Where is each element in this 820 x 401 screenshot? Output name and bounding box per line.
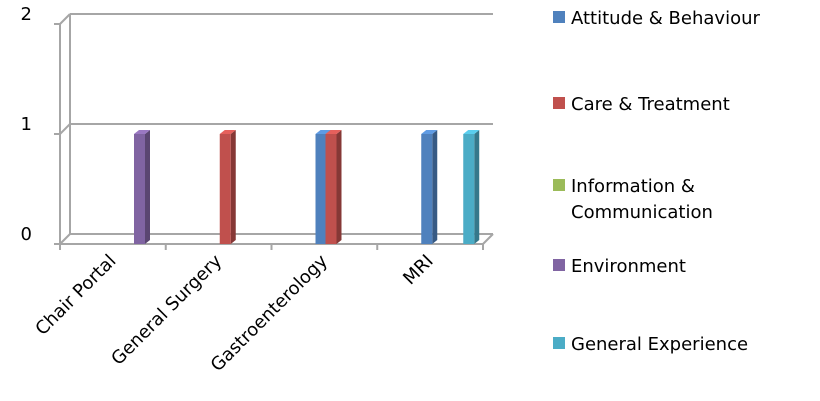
bar-front — [219, 134, 231, 244]
bar — [134, 130, 150, 244]
bar-side — [336, 130, 342, 244]
legend-swatch — [553, 179, 565, 191]
bar — [219, 130, 236, 244]
bar-side — [474, 130, 480, 244]
bar-side — [432, 130, 438, 244]
x-tick-label: General Surgery — [107, 250, 226, 369]
bar-top — [325, 130, 342, 134]
gridline-depth — [59, 233, 71, 245]
y-tick-label: 0 — [21, 224, 32, 245]
bar-side — [145, 130, 150, 244]
gridline-depth — [59, 123, 71, 135]
legend-item: General Experience — [553, 332, 748, 358]
legend-item: Attitude & Behaviour — [553, 6, 760, 32]
x-tick-label: Chair Portal — [31, 251, 120, 340]
gridline-depth — [59, 13, 71, 25]
bar-front — [315, 134, 327, 244]
bar-front — [134, 134, 145, 244]
bar-top — [463, 130, 480, 134]
legend-label: Care & Treatment — [571, 94, 730, 115]
legend-item: Environment — [553, 254, 686, 280]
bar-front — [421, 134, 433, 244]
legend-item: Care & Treatment — [553, 92, 730, 118]
floor-edge — [482, 233, 494, 245]
legend-label: Environment — [571, 256, 686, 277]
bar-front — [325, 134, 337, 244]
bar — [325, 130, 342, 244]
bar-side — [230, 130, 236, 244]
y-tick-label: 1 — [21, 114, 32, 135]
x-tick-label: Gastroenterology — [207, 250, 333, 376]
bar — [421, 130, 438, 244]
legend-swatch — [553, 97, 565, 109]
legend-label: Information & Communication — [571, 176, 713, 223]
bar-top — [134, 130, 150, 134]
x-tick-label: MRI — [399, 251, 437, 289]
legend-swatch — [553, 259, 565, 271]
legend-label: Attitude & Behaviour — [571, 8, 760, 29]
legend-item: Information & Communication — [553, 174, 713, 226]
bar — [463, 130, 480, 244]
y-tick-label: 2 — [21, 4, 32, 25]
bar-top — [421, 130, 438, 134]
legend-swatch — [553, 11, 565, 23]
bar-top — [219, 130, 236, 134]
legend-label: General Experience — [571, 334, 749, 355]
legend-swatch — [553, 337, 565, 349]
y-axis-ticks: 0 1 2 — [21, 4, 60, 245]
bars — [134, 130, 480, 244]
bar-front — [463, 134, 475, 244]
